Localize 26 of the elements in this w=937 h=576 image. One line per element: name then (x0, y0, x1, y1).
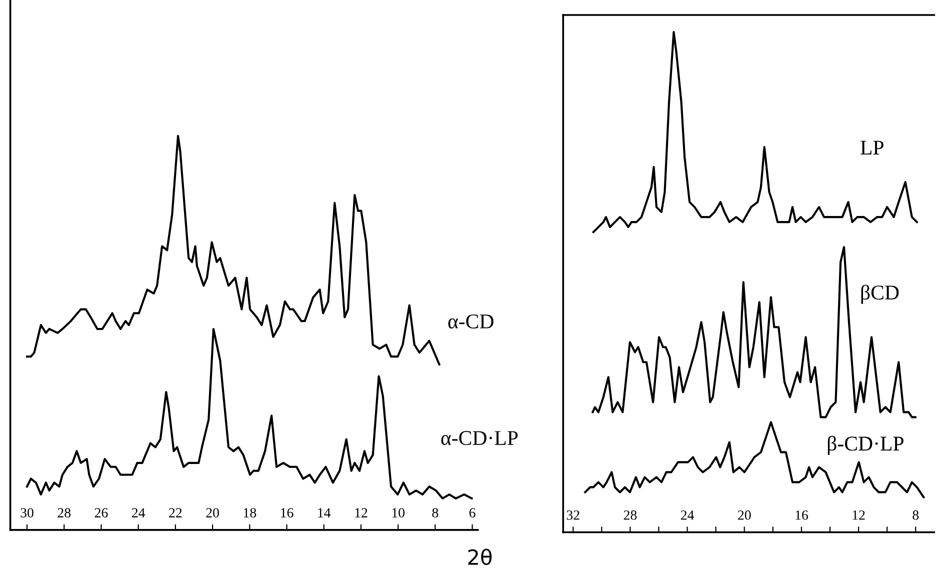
x-tick-label: 12 (852, 510, 865, 520)
x-tick-label: 8 (912, 510, 919, 520)
series-label: βCD (861, 284, 899, 304)
x-tick-label: 22 (169, 508, 182, 518)
x-tick-label: 28 (624, 510, 637, 520)
series-label: β-CD·LP (828, 436, 904, 455)
series-label: α-CD (448, 314, 494, 328)
x-tick-label: 24 (680, 510, 694, 520)
x-tick-label: 28 (58, 508, 71, 518)
x-tick-label: 18 (244, 508, 256, 518)
series-label: LP (860, 140, 884, 154)
x-tick-label: 20 (738, 510, 751, 520)
x-tick-label: 14 (318, 508, 331, 518)
x-axis-title: 2θ (468, 548, 492, 565)
x-tick-label: 8 (432, 508, 438, 518)
x-tick-label: 12 (355, 508, 368, 518)
x-tick-label: 30 (20, 508, 34, 518)
x-tick-label: 6 (469, 508, 476, 518)
x-tick-label: 16 (796, 510, 808, 520)
x-tick-label: 24 (132, 508, 146, 518)
x-tick-label: 16 (281, 508, 294, 518)
x-tick-label: 10 (392, 508, 404, 518)
text: α-CD·LP (441, 431, 518, 446)
x-tick-label: 20 (206, 508, 219, 518)
x-tick-label: 32 (566, 510, 580, 520)
x-tick-label: 26 (94, 508, 108, 518)
